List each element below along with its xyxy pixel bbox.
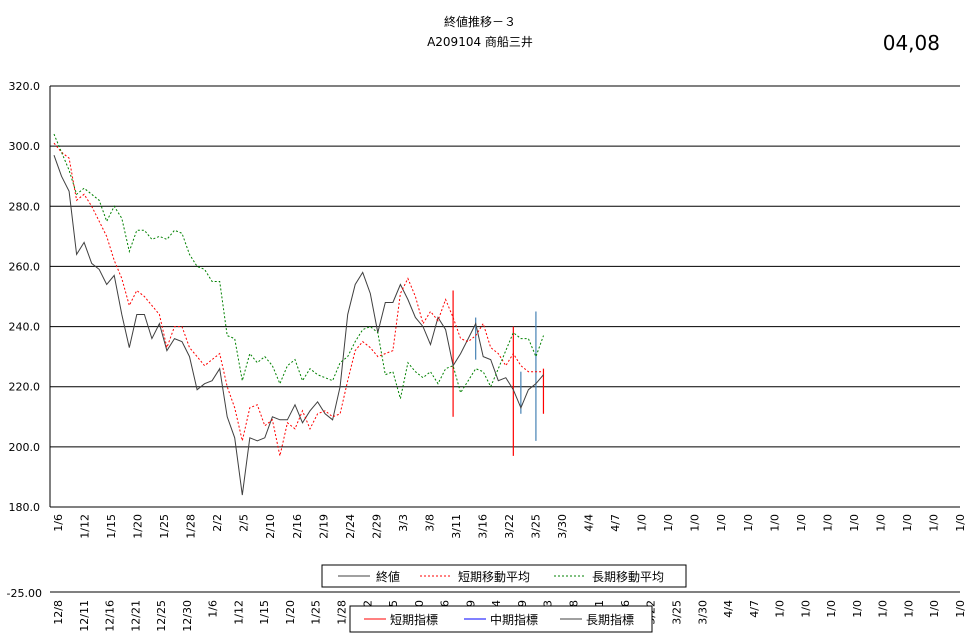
x-tick-label: 2/2 [211,514,224,532]
indicator-x-tick-label: 1/12 [232,600,245,625]
x-tick-label: 1/15 [105,514,118,539]
indicator-x-tick-label: 1/6 [207,600,220,618]
y-tick-label: 260.0 [9,260,41,273]
y-tick-label: 300.0 [9,140,41,153]
x-tick-label: 4/7 [609,514,622,532]
x-tick-label: 1/0 [848,514,861,532]
series-lines [53,133,544,496]
x-tick-label: 4/4 [583,514,596,532]
main-legend: 終値 短期移動平均 長期移動平均 [321,564,687,588]
y-axis-ticks: 320.0 300.0 280.0 260.0 240.0 220.0 200.0 180.0 [9,80,41,514]
x-tick-label: 2/5 [238,514,251,532]
legend2-long: 長期指標 [586,612,634,627]
series-line-0 [53,155,544,496]
indicator-x-tick-label: 1/0 [825,600,838,618]
indicator-x-tick-label: 1/28 [335,600,348,625]
series-line-1 [53,142,544,457]
legend-close: 終値 [376,569,400,584]
x-tick-label: 2/24 [344,514,357,539]
x-axis-ticks: 1/6 1/12 1/15 1/20 1/25 1/28 2/2 2/5 2/10 2/16 2/1… [52,514,967,539]
indicator-x-tick-label: 1/0 [851,600,864,618]
indicator-x-tick-label: 12/11 [78,600,91,632]
x-tick-label: 3/8 [423,514,436,532]
indicator-x-tick-label: 12/30 [181,600,194,632]
indicator-x-tick-label: 12/8 [52,600,65,625]
x-tick-label: 1/12 [79,514,92,539]
x-tick-label: 1/0 [636,514,649,532]
chart-subtitle: A209104 商船三井 [427,34,533,49]
y-tick-label: 200.0 [9,441,41,454]
indicator-legend: 短期指標 中期指標 長期指標 [349,605,653,633]
x-tick-label: 1/0 [662,514,675,532]
x-tick-label: 1/0 [715,514,728,532]
indicator-x-tick-label: 1/0 [954,600,967,618]
x-tick-label: 2/16 [291,514,304,539]
indicator-x-tick-label: 1/25 [310,600,323,625]
indicator-x-tick-label: 4/4 [722,600,735,618]
x-tick-label: 2/29 [370,514,383,539]
series-line-2 [53,133,544,399]
legend2-mid: 中期指標 [490,612,538,627]
x-tick-label: 1/25 [158,514,171,539]
x-tick-label: 3/22 [503,514,516,539]
y-tick-label: 320.0 [9,80,41,93]
x-tick-label: 1/6 [52,514,65,532]
x-tick-label: 3/16 [476,514,489,539]
x-tick-label: 1/0 [768,514,781,532]
indicator-x-tick-label: 3/25 [671,600,684,625]
indicator-x-tick-label: 4/7 [748,600,761,618]
x-tick-label: 1/0 [689,514,702,532]
legend2-short: 短期指標 [390,612,438,627]
x-tick-label: 3/3 [397,514,410,532]
x-tick-label: 3/30 [556,514,569,539]
indicator-axis-label: -25.00 [7,587,42,600]
grid-lines [49,85,960,508]
x-tick-label: 1/0 [874,514,887,532]
indicator-x-tick-label: 1/0 [902,600,915,618]
x-tick-label: 1/0 [821,514,834,532]
x-tick-label: 3/11 [450,514,463,539]
x-tick-label: 3/25 [530,514,543,539]
indicator-x-tick-label: 12/21 [129,600,142,632]
x-tick-label: 1/0 [795,514,808,532]
chart-title: 終値推移－３ [444,14,516,29]
indicator-x-tick-label: 1/0 [928,600,941,618]
indicator-x-tick-label: 1/15 [258,600,271,625]
indicator-x-tick-label: 1/0 [877,600,890,618]
legend-short-ma: 短期移動平均 [458,570,530,584]
x-tick-label: 1/20 [132,514,145,539]
indicator-x-tick-label: 3/30 [696,600,709,625]
indicator-x-tick-label: 1/0 [799,600,812,618]
x-tick-label: 1/28 [185,514,198,539]
indicator-x-tick-label: 1/0 [774,600,787,618]
x-tick-label: 2/19 [317,514,330,539]
indicator-x-tick-label: 1/20 [284,600,297,625]
indicator-x-tick-label: 12/16 [104,600,117,632]
x-tick-label: 1/0 [927,514,940,532]
y-tick-label: 220.0 [9,381,41,394]
x-tick-label: 2/10 [264,514,277,539]
corner-label: 04,08 [883,31,940,55]
y-tick-label: 240.0 [9,321,41,334]
y-tick-label: 280.0 [9,200,41,213]
indicator-x-tick-label: 12/25 [155,600,168,632]
y-tick-label: 180.0 [9,501,41,514]
indicator-bars [452,290,545,456]
x-tick-label: 1/0 [901,514,914,532]
x-tick-label: 1/0 [954,514,967,532]
legend-long-ma: 長期移動平均 [592,570,664,584]
x-tick-label: 1/0 [742,514,755,532]
